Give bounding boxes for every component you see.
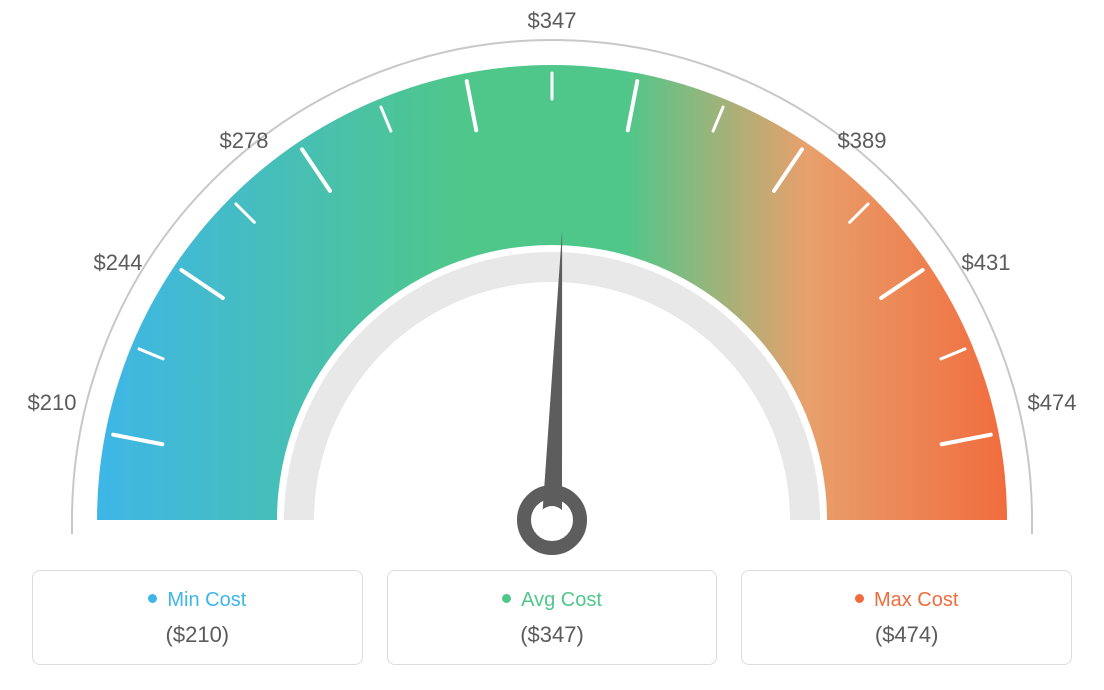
svg-text:$347: $347: [528, 8, 577, 33]
avg-cost-value: ($347): [388, 622, 717, 648]
stats-row: Min Cost ($210) Avg Cost ($347) Max Cost…: [0, 570, 1104, 665]
avg-cost-box: Avg Cost ($347): [387, 570, 718, 665]
svg-text:$474: $474: [1028, 390, 1077, 415]
avg-cost-label: Avg Cost: [388, 589, 717, 612]
max-cost-label: Max Cost: [742, 589, 1071, 612]
svg-text:$278: $278: [220, 128, 269, 153]
svg-text:$431: $431: [962, 250, 1011, 275]
svg-text:$389: $389: [838, 128, 887, 153]
min-cost-label: Min Cost: [33, 589, 362, 612]
gauge-svg: $210 $244 $278 $347 $389 $431 $474: [0, 0, 1104, 560]
svg-text:$244: $244: [94, 250, 143, 275]
min-dot-icon: [148, 594, 157, 603]
max-cost-box: Max Cost ($474): [741, 570, 1072, 665]
gauge-chart: $210 $244 $278 $347 $389 $431 $474: [0, 0, 1104, 560]
svg-text:$210: $210: [28, 390, 77, 415]
avg-dot-icon: [502, 594, 511, 603]
max-dot-icon: [855, 594, 864, 603]
min-cost-value: ($210): [33, 622, 362, 648]
min-label-text: Min Cost: [167, 589, 246, 611]
max-label-text: Max Cost: [874, 589, 958, 611]
min-cost-box: Min Cost ($210): [32, 570, 363, 665]
avg-label-text: Avg Cost: [521, 589, 602, 611]
max-cost-value: ($474): [742, 622, 1071, 648]
